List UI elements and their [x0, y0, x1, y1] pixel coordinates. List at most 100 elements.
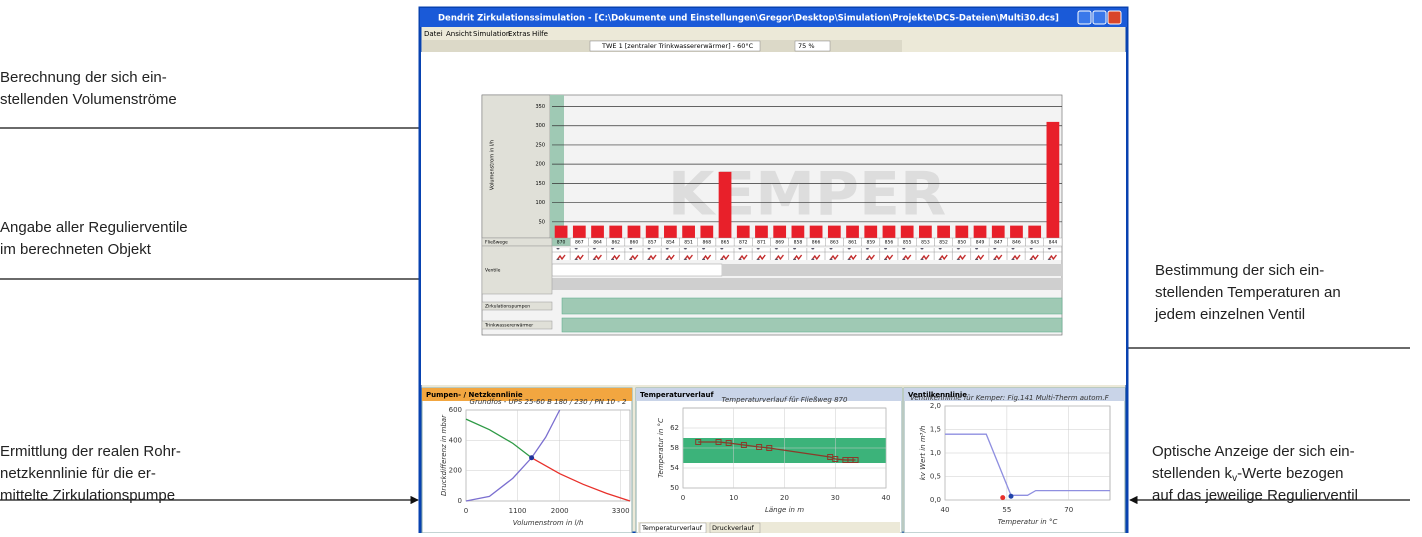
category-label: 857	[648, 240, 657, 246]
pump-row	[562, 298, 1062, 314]
x-tick-label: 2000	[551, 507, 569, 515]
category-label: 862	[611, 240, 620, 246]
x-tick-label: 30	[831, 494, 840, 502]
category-label: 866	[812, 240, 821, 246]
selected-column	[550, 95, 564, 238]
category-label: 867	[575, 240, 584, 246]
category-label: 859	[866, 240, 875, 246]
y-axis-label: Temperatur in °C	[657, 418, 665, 478]
category-label: 856	[885, 240, 894, 246]
category-label: 869	[775, 240, 784, 246]
y-tick-label: 350	[535, 104, 545, 110]
category-label: 853	[921, 240, 930, 246]
x-tick-label: 40	[882, 494, 891, 502]
x-tick-label: 0	[681, 494, 685, 502]
chart-title: Grundfos - UPS 25-60 B 180 / 230 / PN 10…	[470, 398, 627, 406]
menu-item[interactable]: Hilfe	[532, 30, 548, 38]
panel-title: Temperaturverlauf	[640, 391, 714, 399]
annotation-text: stellenden k	[1152, 465, 1233, 482]
window-buttons[interactable]	[1078, 11, 1121, 24]
y-tick-label: 50	[539, 219, 545, 225]
category-label: 858	[794, 240, 803, 246]
category-label: 865	[721, 240, 730, 246]
y-tick-label: 400	[449, 436, 462, 444]
category-label: 872	[739, 240, 748, 246]
category-label: 868	[703, 240, 712, 246]
annotation-line: jedem einzelnen Ventil	[1154, 306, 1305, 323]
x-tick-label: 0	[464, 507, 468, 515]
y-tick-label: 200	[535, 162, 545, 168]
category-label: 844	[1049, 240, 1058, 246]
valve-row	[552, 278, 1062, 290]
row-label: Trinkwassererwärmer	[484, 323, 533, 329]
y-tick-label: 58	[670, 444, 679, 452]
category-label: 846	[1012, 240, 1021, 246]
zoom-label: 75 %	[798, 42, 815, 50]
bar	[719, 172, 732, 241]
annotation-line: stellenden kv-Werte bezogen	[1152, 465, 1344, 484]
x-tick-label: 3300	[612, 507, 630, 515]
x-axis-label: Länge in m	[765, 506, 804, 514]
y-tick-label: 0	[458, 497, 462, 505]
category-label: 843	[1030, 240, 1039, 246]
category-label: 849	[976, 240, 985, 246]
menu-item[interactable]: Ansicht	[446, 30, 472, 38]
category-label: 861	[848, 240, 857, 246]
annotation-line: stellenden Temperaturen an	[1155, 284, 1341, 301]
bar	[1047, 122, 1060, 241]
heater-row	[562, 318, 1062, 332]
category-label: 850	[958, 240, 967, 246]
valve-row	[552, 264, 722, 276]
category-label: 847	[994, 240, 1003, 246]
plot-area	[466, 410, 630, 501]
row-label: Zirkulationspumpen	[485, 304, 530, 310]
annotation-line: stellenden Volumenströme	[0, 91, 177, 108]
annotation-line: Optische Anzeige der sich ein-	[1152, 443, 1355, 460]
y-axis-label: kv Wert in m³/h	[919, 426, 927, 481]
annotation-line: netzkennlinie für die er-	[0, 465, 156, 482]
menu-item[interactable]: Datei	[424, 30, 443, 38]
category-label: 855	[903, 240, 912, 246]
y-axis-label: Druckdifferenz in mbar	[440, 414, 448, 496]
category-label: 871	[757, 240, 766, 246]
y-tick-label: 0,5	[930, 473, 941, 481]
annotation-text: -Werte bezogen	[1237, 465, 1343, 482]
annotation-line: Angabe aller Regulierventile	[0, 219, 188, 236]
category-label: 870	[557, 240, 566, 246]
x-axis-label: Volumenstrom in l/h	[513, 519, 584, 527]
x-axis-label: Temperatur in °C	[998, 518, 1058, 526]
annotation-line: Bestimmung der sich ein-	[1155, 262, 1324, 279]
annotation-line: Ermittlung der realen Rohr-	[0, 443, 181, 460]
window-title: Dendrit Zirkulationssimulation - [C:\Dok…	[438, 14, 1059, 24]
category-label: 864	[593, 240, 602, 246]
watermark: KEMPER	[668, 160, 946, 230]
annotation-line: Berechnung der sich ein-	[0, 69, 167, 86]
x-tick-label: 40	[941, 506, 950, 514]
y-tick-label: 300	[535, 123, 545, 129]
y-tick-label: 54	[670, 464, 679, 472]
row-label: Fließwege	[485, 240, 508, 246]
heater-label: TWE 1 [zentraler Trinkwassererwärmer] - …	[601, 42, 754, 50]
y-tick-label: 1,5	[930, 426, 941, 434]
annotation-line: im berechneten Objekt	[0, 241, 152, 258]
y-tick-label: 200	[449, 467, 462, 475]
y-tick-label: 600	[449, 406, 462, 414]
annotation-line: mittelte Zirkulationspumpe	[0, 487, 175, 504]
data-point	[529, 455, 534, 460]
tab-label: Temperaturverlauf	[641, 524, 703, 532]
category-label: 860	[630, 240, 639, 246]
category-label: 863	[830, 240, 839, 246]
y-tick-label: 150	[535, 181, 545, 187]
y-tick-label: 62	[670, 424, 679, 432]
menu-item[interactable]: Extras	[508, 30, 530, 38]
y-tick-label: 50	[670, 484, 679, 492]
y-tick-label: 250	[535, 142, 545, 148]
y-tick-label: 2,0	[930, 402, 941, 410]
x-tick-label: 1100	[509, 507, 527, 515]
y-tick-label: 100	[535, 200, 545, 206]
valve-row	[722, 264, 1062, 276]
data-point	[1000, 495, 1005, 500]
x-tick-label: 20	[780, 494, 789, 502]
menu-item[interactable]: Simulation	[473, 30, 510, 38]
category-label: 851	[684, 240, 693, 246]
